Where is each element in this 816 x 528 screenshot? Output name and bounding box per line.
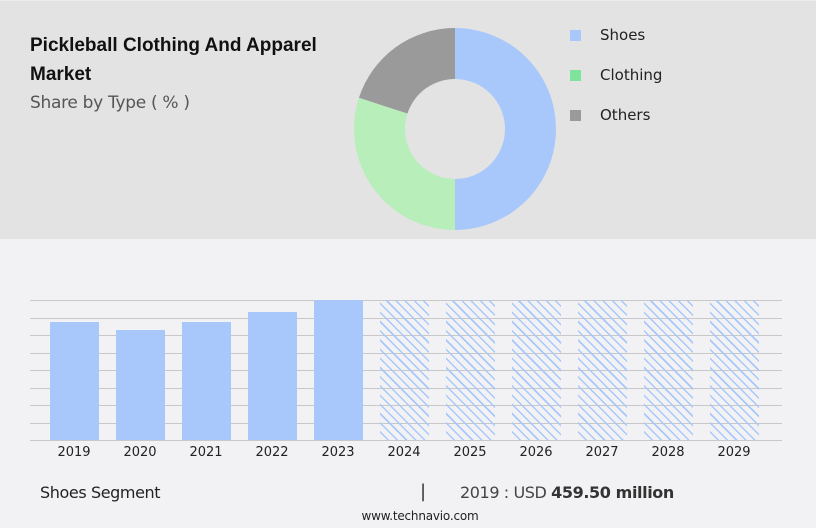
donut-chart <box>354 28 556 231</box>
x-tick-label: 2019 <box>57 445 91 460</box>
legend: Shoes Clothing Others <box>570 15 662 135</box>
bar-2025 <box>446 300 495 440</box>
bar-2021 <box>182 321 231 440</box>
legend-swatch-icon <box>570 29 581 41</box>
footer-separator: | <box>420 481 427 502</box>
chart-subtitle: Share by Type ( % ) <box>30 93 190 113</box>
x-tick-label: 2027 <box>585 445 619 460</box>
x-tick-label: 2024 <box>387 445 421 460</box>
bar-2027 <box>578 300 627 440</box>
x-tick-label: 2023 <box>321 445 355 460</box>
value-prefix: 2019 : USD <box>460 483 547 502</box>
x-tick-label: 2028 <box>651 445 685 460</box>
bar-2029 <box>710 300 759 440</box>
legend-label: Clothing <box>600 66 663 84</box>
bar-2022 <box>248 312 297 440</box>
segment-label: Shoes Segment <box>40 483 161 502</box>
x-tick-label: 2029 <box>717 445 751 460</box>
value-amount: 459.50 million <box>551 483 674 502</box>
legend-label: Shoes <box>600 26 646 44</box>
chart-title: Pickleball Clothing And Apparel Market <box>30 35 317 85</box>
x-tick-label: 2026 <box>519 445 553 460</box>
share-panel: Pickleball Clothing And Apparel Market S… <box>0 0 816 239</box>
legend-swatch-icon <box>570 109 581 121</box>
gridline <box>30 440 782 441</box>
legend-label: Others <box>600 106 651 124</box>
bar-2028 <box>644 300 693 440</box>
bar-2026 <box>512 300 561 440</box>
donut-slice-shoes <box>455 28 556 230</box>
legend-item-others: Others <box>570 95 662 135</box>
bar-2023 <box>314 300 363 440</box>
bar-2024 <box>380 300 429 440</box>
donut-slice-others <box>358 28 455 114</box>
legend-swatch-icon <box>570 69 581 81</box>
bar-2020 <box>116 330 165 440</box>
legend-item-shoes: Shoes <box>570 15 662 55</box>
source-url: www.technavio.com <box>361 509 479 523</box>
x-tick-label: 2020 <box>123 445 157 460</box>
legend-item-clothing: Clothing <box>570 55 662 95</box>
donut-slice-clothing <box>354 97 455 231</box>
x-tick-label: 2022 <box>255 445 289 460</box>
bar-2019 <box>50 321 99 440</box>
segment-value: 2019 : USD 459.50 million <box>460 483 674 502</box>
x-tick-label: 2021 <box>189 445 223 460</box>
x-tick-label: 2025 <box>453 445 487 460</box>
bar-chart: 2019 2020 2021 2022 2023 2024 2025 2026 2027 2028… <box>30 290 782 470</box>
